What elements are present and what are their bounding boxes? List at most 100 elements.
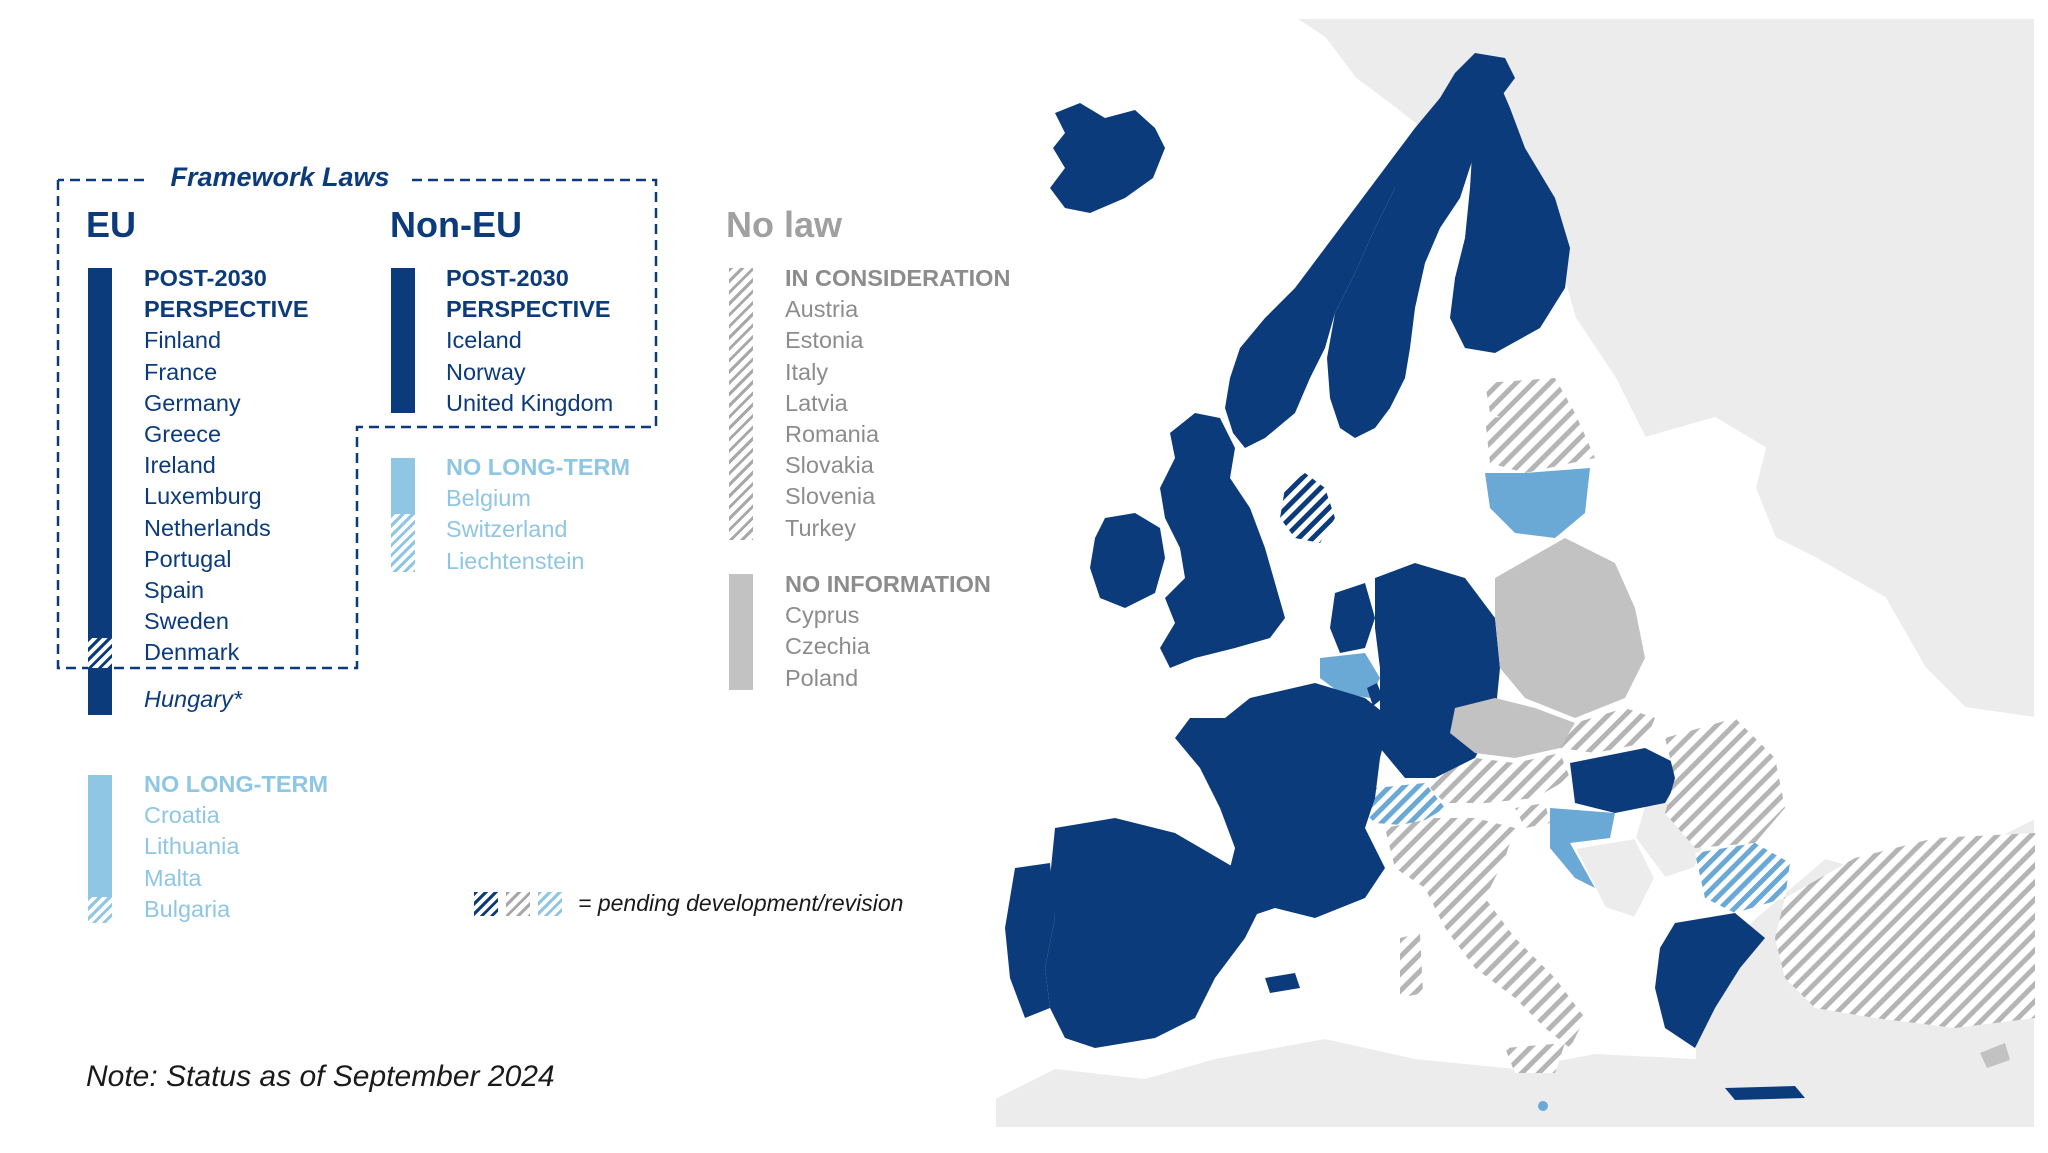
map-turkey (1775, 833, 2035, 1028)
country-romania: Romania (785, 421, 880, 448)
eu-post2030-list: POST-2030 PERSPECTIVE Finland France Ger… (144, 263, 309, 669)
non-eu-post2030-title-1: POST-2030 (446, 265, 569, 291)
map-slovenia (1515, 803, 1550, 828)
map-czechia (1450, 698, 1575, 758)
map-sardinia (1400, 933, 1423, 998)
country-bulgaria: Bulgaria (144, 895, 231, 922)
in-consideration-bar (729, 268, 753, 540)
country-greece: Greece (144, 421, 222, 448)
non-eu-post2030-list: POST-2030 PERSPECTIVE Iceland Norway Uni… (446, 263, 613, 419)
no-information-bar (729, 574, 753, 690)
no-law-heading: No law (726, 204, 843, 245)
map-slovakia (1560, 708, 1655, 753)
country-switzerland: Switzerland (446, 516, 568, 543)
pending-swatch-dark (474, 891, 498, 916)
country-france: France (144, 358, 218, 385)
country-lithuania: Lithuania (144, 833, 240, 860)
country-luxemburg: Luxemburg (144, 483, 262, 510)
country-poland: Poland (785, 664, 859, 691)
map-croatia (1550, 808, 1615, 888)
map-finland (1450, 73, 1570, 353)
country-turkey: Turkey (785, 514, 856, 541)
pending-swatch-grey (506, 891, 530, 916)
eu-heading: EU (86, 204, 137, 245)
map-cyprus (1980, 1043, 2010, 1068)
eu-no-long-term-pending-bar (88, 897, 112, 923)
non-eu-heading: Non-EU (390, 204, 522, 245)
eu-no-long-term-title: NO LONG-TERM (144, 771, 329, 797)
pending-swatch-light (538, 891, 562, 916)
map-ireland (1090, 513, 1165, 608)
map-malta (1538, 1101, 1548, 1111)
map-austria (1425, 753, 1570, 803)
country-liechtenstein: Liechtenstein (446, 547, 585, 574)
country-germany: Germany (144, 389, 241, 416)
map-spain (1045, 818, 1265, 1048)
map-united-kingdom (1160, 413, 1285, 668)
map-iceland (1050, 103, 1165, 213)
map-france (1175, 683, 1390, 918)
framework-laws-title: Framework Laws (150, 162, 410, 193)
country-austria: Austria (785, 296, 859, 323)
eu-post2030-pending-bar (88, 638, 112, 668)
map-estonia (1485, 378, 1575, 423)
pending-legend: = pending development/revision (474, 890, 903, 917)
non-eu-no-long-term-pending-bar (391, 514, 415, 572)
country-spain: Spain (144, 577, 205, 604)
eu-no-long-term-bar (88, 775, 112, 897)
hungary-footnote: Hungary* (144, 686, 242, 712)
non-eu-no-long-term-list: NO LONG-TERM Belgium Switzerland Liechte… (446, 452, 630, 577)
country-belgium: Belgium (446, 485, 531, 512)
non-eu-no-long-term-bar (391, 458, 415, 514)
map-italy (1385, 818, 1585, 1048)
eu-post2030-title-1: POST-2030 (144, 265, 267, 291)
country-netherlands: Netherlands (144, 514, 271, 541)
map-switzerland (1360, 783, 1445, 826)
map-luxemburg (1367, 683, 1383, 706)
country-slovenia: Slovenia (785, 483, 876, 510)
map-crete (1725, 1086, 1805, 1100)
in-consideration-title: IN CONSIDERATION (785, 265, 1011, 291)
map-poland (1495, 538, 1645, 718)
country-croatia: Croatia (144, 802, 220, 829)
country-latvia: Latvia (785, 389, 848, 416)
no-information-list: NO INFORMATION Cyprus Czechia Poland (785, 569, 991, 694)
pending-legend-label: = pending development/revision (578, 890, 904, 916)
europe-map (995, 18, 2035, 1128)
country-estonia: Estonia (785, 327, 864, 354)
map-netherlands (1330, 583, 1375, 653)
non-eu-post2030-title-2: PERSPECTIVE (446, 296, 611, 323)
country-cyprus: Cyprus (785, 602, 860, 629)
non-eu-no-long-term-title: NO LONG-TERM (446, 454, 631, 480)
map-sicily (1505, 1043, 1565, 1073)
status-note: Note: Status as of September 2024 (86, 1060, 555, 1093)
map-norway (1225, 53, 1515, 448)
country-malta: Malta (144, 864, 202, 891)
no-information-title: NO INFORMATION (785, 571, 991, 597)
country-iceland: Iceland (446, 327, 522, 354)
map-latvia (1485, 413, 1595, 473)
country-norway: Norway (446, 358, 526, 385)
map-portugal (1005, 863, 1055, 1018)
map-greece (1655, 913, 1765, 1048)
country-united-kingdom: United Kingdom (446, 389, 614, 416)
eu-post2030-bar (88, 268, 112, 638)
country-finland: Finland (144, 327, 222, 354)
country-ireland: Ireland (144, 452, 216, 479)
country-italy: Italy (785, 358, 829, 385)
map-romania (1665, 718, 1785, 848)
map-denmark (1280, 473, 1335, 543)
map-lithuania (1485, 468, 1590, 538)
country-sweden: Sweden (144, 608, 229, 635)
country-czechia: Czechia (785, 633, 870, 660)
map-belgium (1320, 653, 1380, 698)
map-balearics (1265, 973, 1300, 993)
country-denmark: Denmark (144, 639, 240, 666)
country-slovakia: Slovakia (785, 452, 874, 479)
eu-post2030-title-2: PERSPECTIVE (144, 296, 309, 323)
in-consideration-list: IN CONSIDERATION Austria Estonia Italy L… (785, 263, 1010, 544)
map-hungary (1570, 748, 1685, 813)
country-portugal: Portugal (144, 545, 232, 572)
eu-no-long-term-list: NO LONG-TERM Croatia Lithuania Malta Bul… (144, 769, 328, 925)
map-bulgaria (1695, 843, 1790, 913)
